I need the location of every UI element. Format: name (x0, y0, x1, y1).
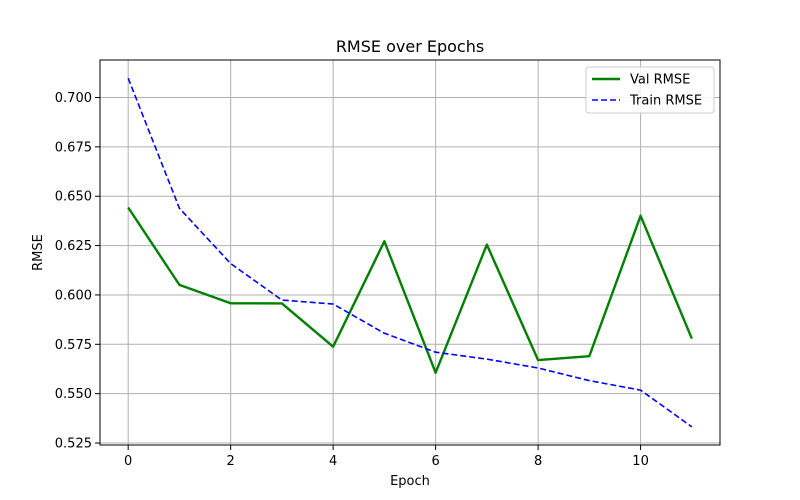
x-tick-label: 6 (431, 454, 439, 469)
x-tick-label: 0 (124, 454, 132, 469)
x-tick-label: 4 (329, 454, 337, 469)
x-tick-label: 8 (534, 454, 542, 469)
y-tick-label: 0.700 (55, 91, 92, 106)
y-axis-title: RMSE (31, 234, 46, 271)
y-tick-label: 0.600 (55, 288, 92, 303)
x-tick-label: 10 (632, 454, 649, 469)
series-line-val-rmse (127, 206, 693, 374)
x-axis-title: Epoch (390, 474, 430, 489)
series-layer (127, 77, 693, 428)
x-tick-label: 2 (227, 454, 235, 469)
ticks: 0 2 4 6 8 10 0.525 0.550 0.575 0.600 0.625 0.650 0.6… (55, 91, 649, 469)
legend: Val RMSE Train RMSE (585, 66, 715, 114)
legend-label: Val RMSE (630, 73, 690, 88)
legend-label: Train RMSE (629, 94, 702, 109)
y-tick-label: 0.625 (55, 239, 92, 254)
y-tick-label: 0.650 (55, 190, 92, 205)
chart-title: RMSE over Epochs (336, 37, 484, 56)
y-tick-label: 0.525 (55, 437, 92, 452)
y-tick-label: 0.550 (55, 387, 92, 402)
y-tick-label: 0.575 (55, 338, 92, 353)
series-line-train-rmse (127, 77, 693, 428)
grid (100, 60, 720, 445)
y-tick-label: 0.675 (55, 140, 92, 155)
plot-frame (99, 59, 721, 446)
